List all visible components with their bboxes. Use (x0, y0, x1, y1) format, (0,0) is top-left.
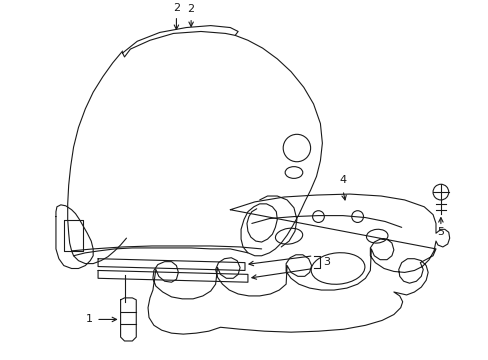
Text: 1: 1 (86, 314, 93, 324)
Text: 2: 2 (173, 3, 180, 13)
Text: 3: 3 (323, 257, 330, 267)
Text: 5: 5 (436, 228, 444, 237)
Text: 4: 4 (339, 175, 346, 185)
Text: 2: 2 (187, 4, 194, 14)
